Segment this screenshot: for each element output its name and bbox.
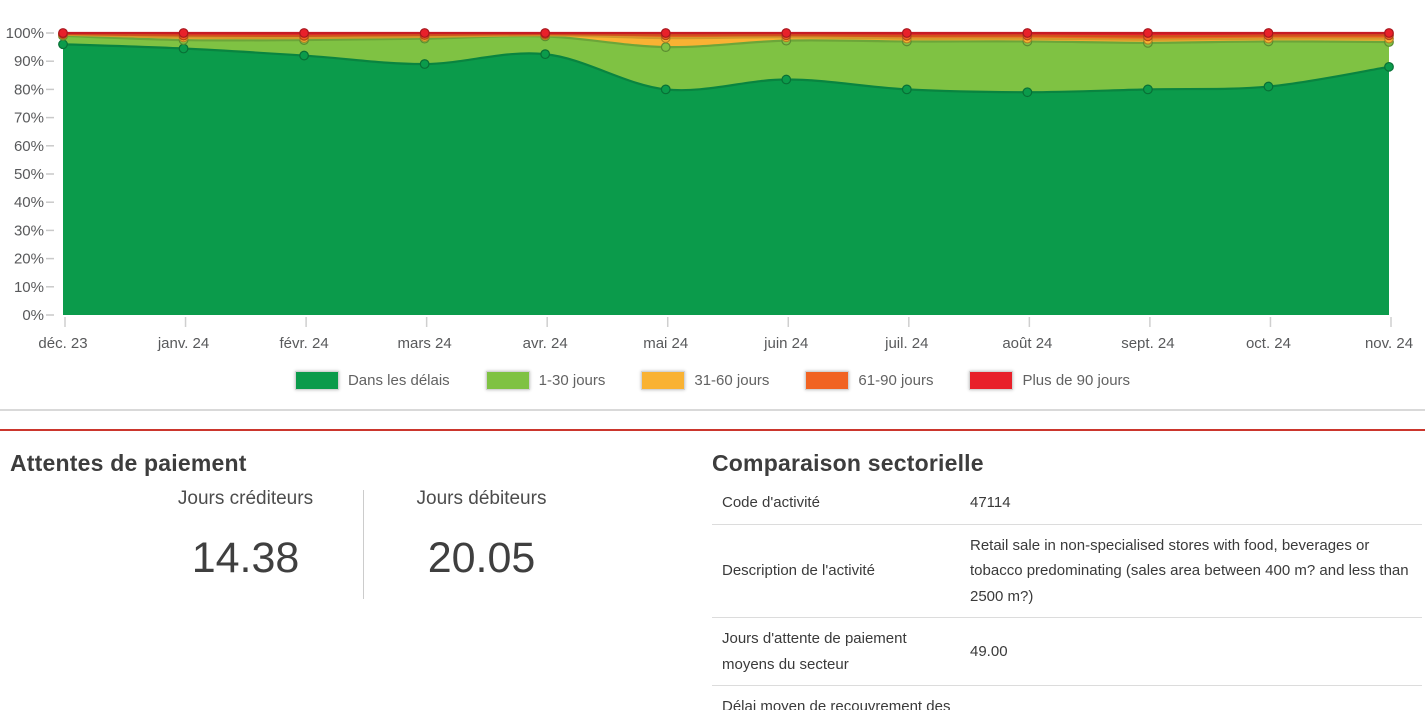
data-point[interactable] bbox=[299, 50, 309, 61]
sector-comparison-title: Comparaison sectorielle bbox=[712, 450, 984, 476]
legend-label: Plus de 90 jours bbox=[1022, 371, 1131, 389]
legend-swatch bbox=[294, 370, 339, 390]
table-row: Description de l'activité Retail sale in… bbox=[712, 523, 1422, 618]
creditor-days-stat: Jours créditeurs 14.38 bbox=[128, 488, 363, 601]
payment-trend-chart[interactable]: 0% 10% 20% 30% 40% 50% 60% 70% 80% 90% 100% déc. 23… bbox=[0, 0, 1425, 358]
data-point[interactable] bbox=[299, 28, 309, 38]
data-point[interactable] bbox=[781, 28, 792, 38]
y-axis-label: 70% bbox=[14, 110, 44, 127]
vertical-divider bbox=[363, 490, 364, 599]
data-point[interactable] bbox=[1384, 28, 1394, 38]
x-axis-label: août 24 bbox=[1002, 335, 1052, 352]
legend-label: 31-60 jours bbox=[694, 371, 770, 389]
data-point[interactable] bbox=[901, 84, 912, 95]
sector-payment-days-label: Jours d'attente de paiement moyens du se… bbox=[712, 617, 962, 686]
legend-item-5[interactable]: Plus de 90 jours bbox=[969, 370, 1131, 390]
activity-code-label: Code d'activité bbox=[722, 494, 820, 511]
legend-swatch bbox=[805, 370, 850, 390]
chart-canvas[interactable]: 0% 10% 20% 30% 40% 50% 60% 70% 80% 90% 100% déc. 23… bbox=[0, 0, 1425, 358]
sector-dso-label: Délai moyen de recouvrement des créances… bbox=[712, 685, 962, 710]
y-axis-label: 60% bbox=[14, 138, 44, 155]
x-axis-label: nov. 24 bbox=[1365, 335, 1413, 352]
area-band-1 bbox=[63, 44, 1389, 315]
x-axis-label: oct. 24 bbox=[1246, 335, 1291, 352]
debtor-days-label: Jours débiteurs bbox=[416, 488, 547, 509]
y-axis-label: 100% bbox=[6, 25, 44, 42]
table-row: Jours d'attente de paiement moyens du se… bbox=[712, 617, 1422, 686]
x-axis-label: déc. 23 bbox=[38, 335, 87, 352]
sector-comparison-table: Code d'activité 47114 Description de l'a… bbox=[712, 482, 1422, 710]
data-point[interactable] bbox=[1143, 84, 1153, 95]
data-point[interactable] bbox=[540, 28, 551, 38]
legend-swatch bbox=[969, 370, 1014, 390]
chart-legend: Dans les délais 1-30 jours 31-60 jours 61-9… bbox=[0, 366, 1425, 394]
data-point[interactable] bbox=[660, 42, 671, 52]
data-point[interactable] bbox=[1384, 61, 1394, 72]
legend-item-1[interactable]: Dans les délais bbox=[294, 370, 450, 390]
legend-label: 1-30 jours bbox=[538, 371, 606, 389]
data-point[interactable] bbox=[1022, 28, 1033, 38]
area-band-2 bbox=[63, 35, 1389, 93]
data-point[interactable] bbox=[781, 74, 792, 85]
debtor-days-stat: Jours débiteurs 20.05 bbox=[364, 488, 599, 601]
data-point[interactable] bbox=[1263, 28, 1274, 38]
data-point[interactable] bbox=[419, 59, 430, 69]
data-point[interactable] bbox=[660, 28, 671, 38]
y-axis-label: 40% bbox=[14, 194, 44, 211]
y-axis-label: 10% bbox=[14, 279, 44, 296]
legend-swatch bbox=[641, 370, 686, 390]
sector-payment-days-value: 49.00 bbox=[962, 617, 1422, 686]
y-axis-label: 0% bbox=[22, 307, 44, 324]
x-axis-label: juin 24 bbox=[763, 335, 808, 352]
data-point[interactable] bbox=[58, 28, 68, 38]
legend-label: 61-90 jours bbox=[858, 371, 934, 389]
payment-stats: Jours créditeurs 14.38 Jours débiteurs 2… bbox=[128, 488, 599, 601]
data-point[interactable] bbox=[178, 28, 189, 38]
data-point[interactable] bbox=[1263, 81, 1274, 92]
table-row: Code d'activité 47114 bbox=[712, 482, 1422, 524]
data-point[interactable] bbox=[419, 28, 430, 38]
data-point[interactable] bbox=[660, 84, 671, 95]
legend-item-3[interactable]: 31-60 jours bbox=[641, 370, 770, 390]
creditor-days-value: 14.38 bbox=[191, 534, 300, 582]
activity-description-label: Description de l'activité bbox=[712, 523, 962, 618]
payment-expectations-title: Attentes de paiement bbox=[10, 450, 247, 476]
x-axis-label: sept. 24 bbox=[1121, 335, 1174, 352]
series-line-2 bbox=[62, 34, 1390, 49]
x-axis-label: mars 24 bbox=[398, 335, 452, 352]
series-line-4 bbox=[62, 32, 1390, 38]
y-axis-label: 80% bbox=[14, 81, 44, 98]
x-axis-label: avr. 24 bbox=[523, 335, 568, 352]
y-axis-label: 90% bbox=[14, 53, 44, 70]
data-point[interactable] bbox=[901, 28, 912, 38]
legend-item-2[interactable]: 1-30 jours bbox=[485, 370, 606, 390]
debtor-days-value: 20.05 bbox=[427, 534, 536, 582]
legend-swatch bbox=[485, 370, 530, 390]
x-axis-label: janv. 24 bbox=[157, 335, 209, 352]
horizontal-divider-red bbox=[0, 429, 1425, 431]
y-axis-label: 20% bbox=[14, 251, 44, 268]
table-row: Délai moyen de recouvrement des créances… bbox=[712, 685, 1422, 710]
legend-label: Dans les délais bbox=[347, 371, 450, 389]
x-axis-label: févr. 24 bbox=[279, 335, 328, 352]
horizontal-divider-gray bbox=[0, 409, 1425, 411]
sector-dso-value: 54.37 bbox=[962, 685, 1422, 710]
series-line-3 bbox=[62, 33, 1390, 41]
activity-description-value: Retail sale in non-specialised stores wi… bbox=[962, 523, 1422, 618]
x-axis-label: juil. 24 bbox=[884, 335, 928, 352]
data-point[interactable] bbox=[58, 39, 68, 50]
legend-item-4[interactable]: 61-90 jours bbox=[805, 370, 934, 390]
creditor-days-label: Jours créditeurs bbox=[177, 488, 314, 509]
data-point[interactable] bbox=[540, 49, 551, 60]
y-axis-label: 50% bbox=[14, 166, 44, 183]
data-point[interactable] bbox=[1022, 87, 1033, 98]
activity-code-value: 47114 bbox=[970, 494, 1011, 511]
data-point[interactable] bbox=[178, 43, 189, 54]
x-axis-label: mai 24 bbox=[643, 335, 688, 352]
data-point[interactable] bbox=[1143, 28, 1153, 38]
y-axis-label: 30% bbox=[14, 222, 44, 239]
